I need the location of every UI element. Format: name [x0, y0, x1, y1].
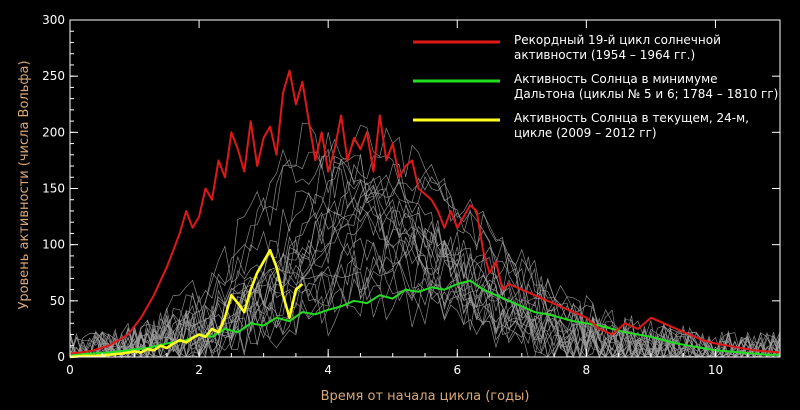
history-line: [69, 207, 781, 359]
legend-entry-record-label: Рекордный 19-й цикл солнечной: [514, 33, 721, 47]
legend-entry-current-label: Активность Солнца в текущем, 24-м,: [514, 111, 749, 125]
x-tick-label: 8: [583, 363, 591, 377]
x-tick-label: 0: [66, 363, 74, 377]
history-line: [69, 205, 781, 359]
y-tick-label: 150: [42, 182, 65, 196]
x-tick-label: 10: [708, 363, 723, 377]
legend-entry-current-label: цикле (2009 – 2012 гг): [514, 126, 657, 140]
x-axis-title: Время от начала цикла (годы): [321, 389, 530, 404]
history-line: [70, 151, 781, 359]
y-tick-label: 50: [50, 294, 65, 308]
history-line: [69, 184, 781, 359]
x-tick-label: 2: [195, 363, 203, 377]
y-tick-label: 200: [42, 125, 65, 139]
series-line-dalton: [69, 279, 780, 356]
x-tick-label: 4: [324, 363, 332, 377]
y-tick-label: 0: [57, 350, 65, 364]
history-line: [69, 155, 781, 359]
legend: Рекордный 19-й цикл солнечнойактивности …: [413, 33, 778, 140]
history-line: [70, 249, 781, 359]
legend-entry-dalton-label: Активность Солнца в минимуме: [514, 72, 718, 86]
historical-cycles: [69, 122, 781, 359]
legend-entry-record-label: активности (1954 – 1964 гг.): [514, 48, 695, 62]
legend-entry-dalton-label: Дальтона (циклы № 5 и 6; 1784 – 1810 гг): [514, 87, 778, 101]
series-line-record: [69, 69, 781, 355]
series-line-current: [69, 249, 304, 359]
y-tick-label: 250: [42, 69, 65, 83]
x-tick-label: 6: [453, 363, 461, 377]
y-tick-label: 300: [42, 13, 65, 27]
series-layer: [69, 69, 781, 359]
y-tick-label: 100: [42, 238, 65, 252]
y-axis-title: Уровень активности (числа Вольфа): [17, 60, 32, 309]
